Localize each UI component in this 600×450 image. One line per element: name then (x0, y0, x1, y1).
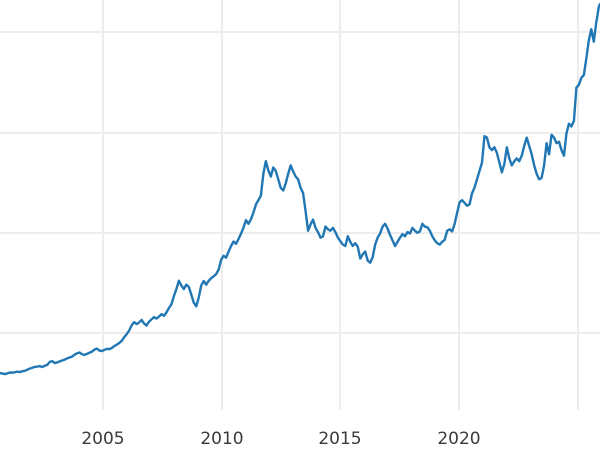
x-tick-label-2010: 2010 (200, 429, 243, 449)
x-axis-tick-labels: 2005 2010 2015 2020 (81, 429, 480, 449)
horizontal-gridlines (0, 31, 600, 334)
vertical-gridlines (102, 0, 579, 410)
x-tick-label-2005: 2005 (81, 429, 124, 449)
series-line-price (0, 2, 600, 376)
x-tick-label-2020: 2020 (437, 429, 480, 449)
x-tick-label-2015: 2015 (318, 429, 361, 449)
series-lines (0, 2, 600, 376)
